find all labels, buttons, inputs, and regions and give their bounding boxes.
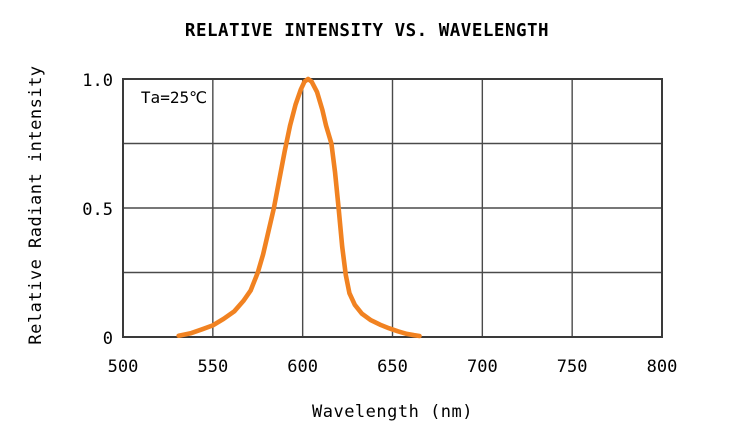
x-axis-label: Wavelength (nm) [311, 402, 474, 422]
y-tick-label-1.0: 1.0 [82, 71, 113, 91]
x-tick-label-500: 500 [107, 357, 139, 377]
x-tick-label-700: 700 [466, 357, 498, 377]
chart-title: RELATIVE INTENSITY VS. WAVELENGTH [184, 21, 550, 41]
x-tick-label-650: 650 [377, 357, 408, 377]
x-tick-label-600: 600 [287, 357, 319, 377]
x-tick-label-800: 800 [646, 357, 678, 377]
x-tick-label-750: 750 [556, 357, 588, 377]
temperature-annotation: Ta=25℃ [140, 88, 208, 107]
plot-frame [122, 78, 663, 338]
y-tick-label-0.5: 0.5 [82, 200, 113, 220]
series-curve-relative-radiant-intensity [176, 76, 422, 339]
x-tick-label-550: 550 [197, 357, 229, 377]
y-tick-label-0: 0 [102, 329, 113, 349]
